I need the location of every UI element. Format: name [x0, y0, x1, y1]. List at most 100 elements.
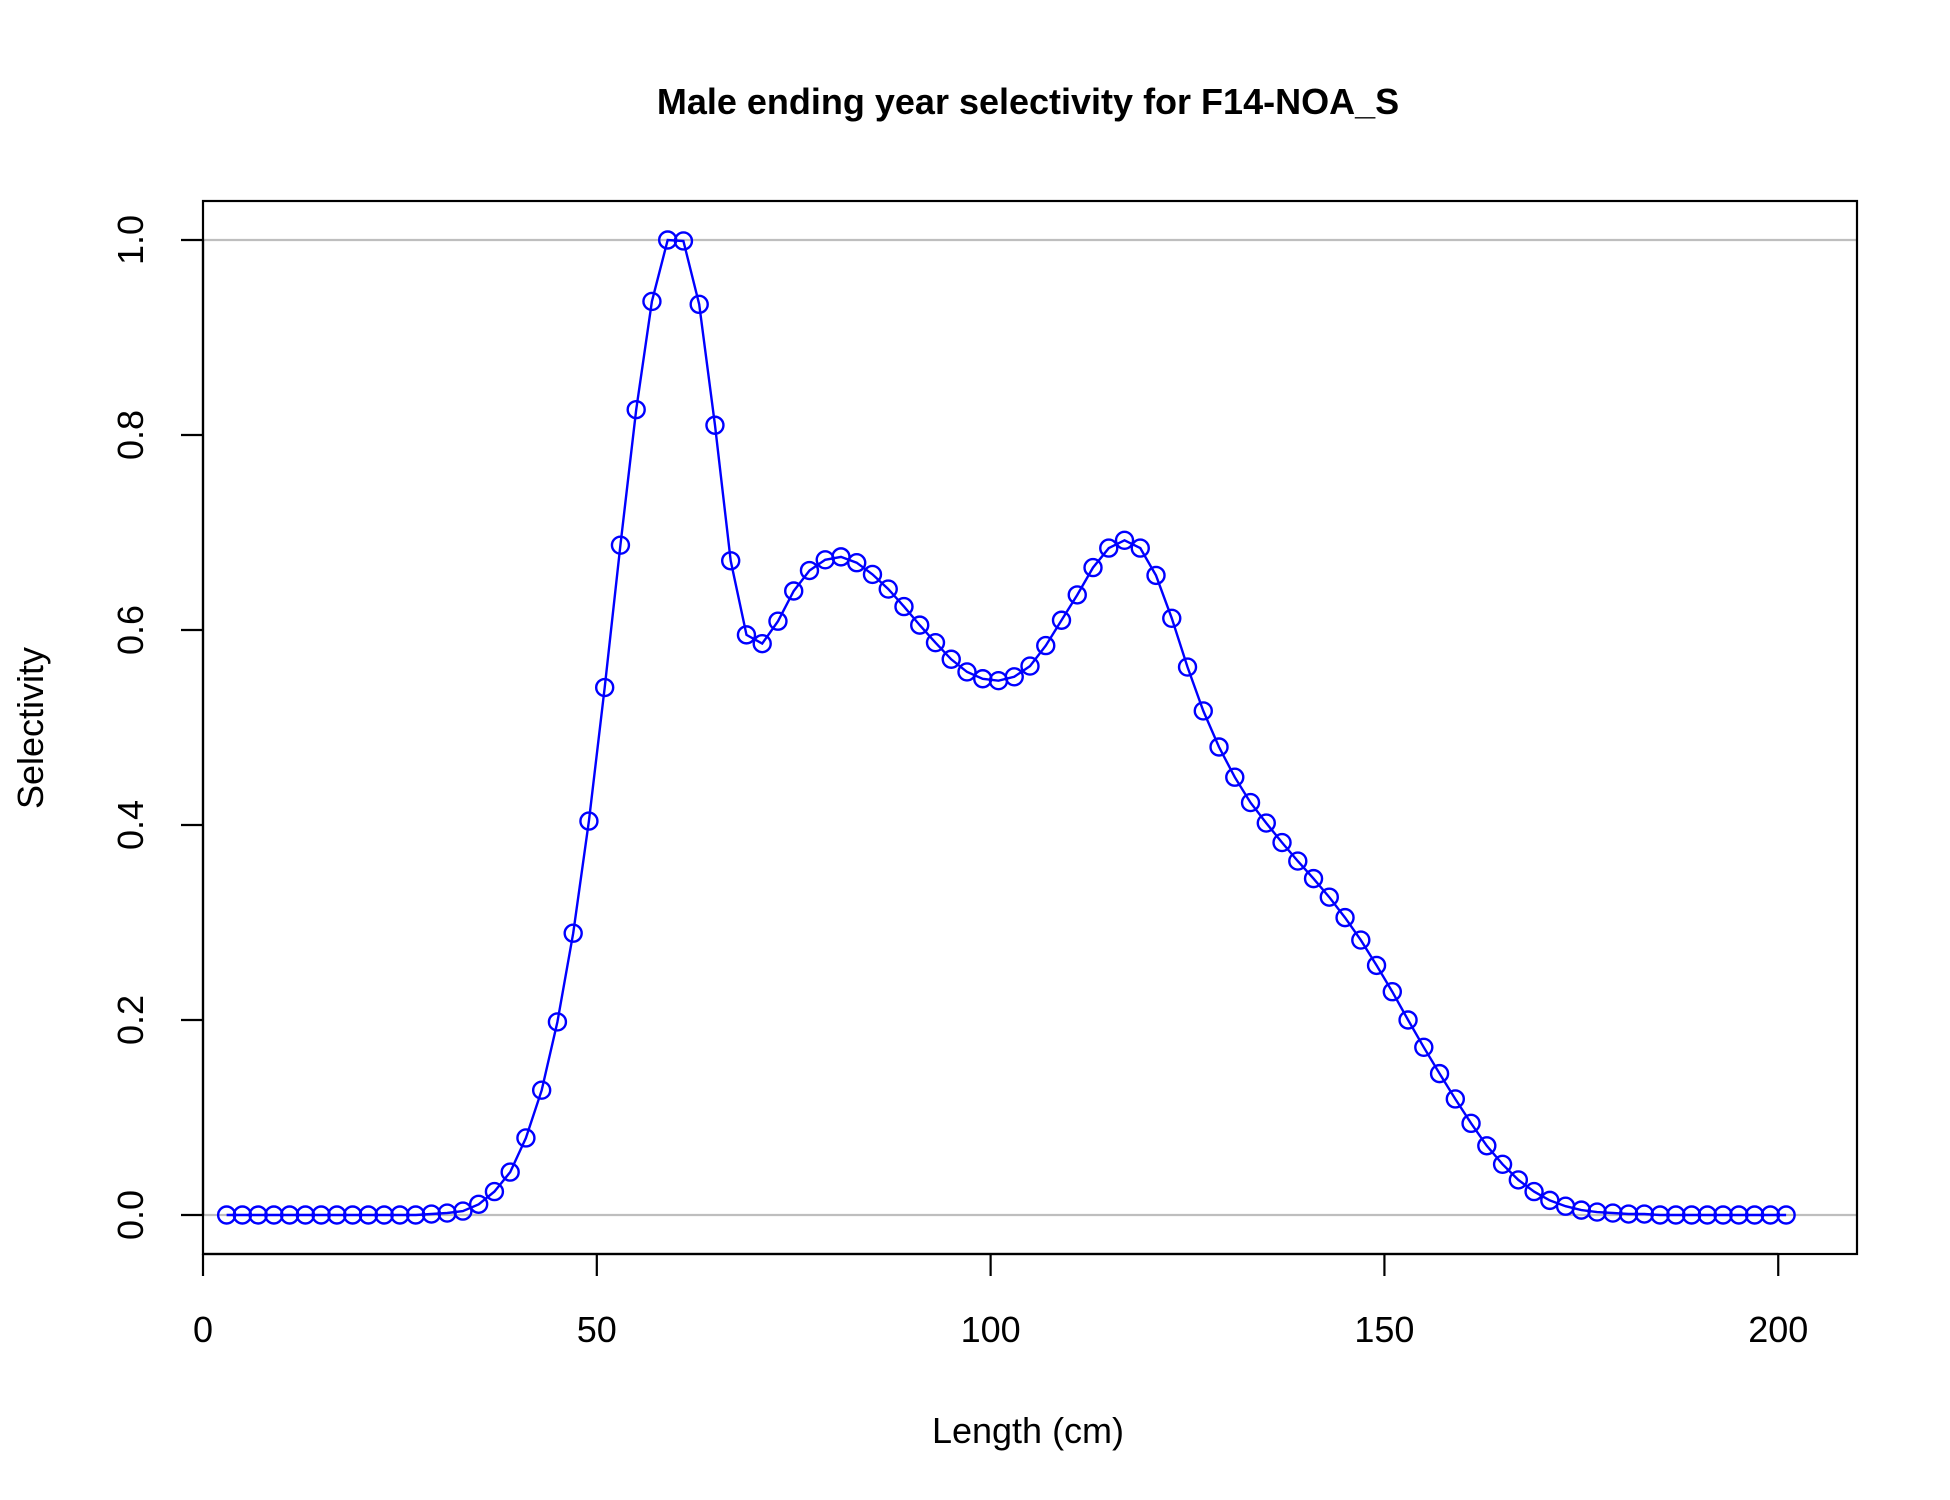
data-point	[1366, 955, 1387, 976]
data-point	[705, 415, 725, 435]
data-point	[752, 633, 772, 654]
data-point	[1760, 1205, 1781, 1225]
y-axis: 0.0 0.2 0.4 0.6 0.8 1.0	[110, 215, 205, 1240]
data-point	[1193, 701, 1213, 721]
data-point	[1697, 1205, 1718, 1225]
data-point	[453, 1201, 473, 1221]
y-tick-label: 0.0	[110, 1190, 151, 1240]
data-point	[721, 551, 741, 571]
data-point	[1162, 608, 1182, 628]
data-point	[1020, 656, 1040, 676]
data-point	[264, 1205, 284, 1225]
data-point	[516, 1128, 536, 1148]
data-point	[878, 579, 898, 599]
data-point	[1319, 887, 1339, 907]
data-point	[547, 1012, 568, 1032]
data-point	[1146, 565, 1166, 586]
x-axis-label: Length (cm)	[932, 1410, 1124, 1451]
data-point	[500, 1162, 520, 1182]
data-point	[1099, 538, 1119, 558]
data-point	[295, 1205, 316, 1225]
y-tick-label: 0.8	[110, 410, 151, 460]
data-point	[1681, 1205, 1702, 1225]
data-point	[1288, 851, 1308, 871]
data-point	[799, 560, 820, 581]
data-point	[862, 564, 883, 585]
data-point	[1051, 610, 1072, 630]
data-point	[847, 553, 867, 573]
data-point	[626, 399, 646, 420]
data-point	[1477, 1136, 1497, 1156]
reference-lines	[203, 238, 1857, 1217]
x-tick-label: 200	[1748, 1309, 1808, 1350]
plot-frame	[201, 199, 1859, 1256]
data-point	[390, 1205, 410, 1225]
data-point	[768, 611, 788, 631]
data-point	[1067, 585, 1087, 605]
data-point	[1177, 657, 1198, 677]
data-point	[1461, 1113, 1481, 1134]
data-point	[784, 581, 804, 601]
y-tick-label: 0.4	[110, 800, 151, 850]
x-tick-label: 150	[1354, 1309, 1414, 1350]
data-point	[673, 231, 694, 251]
y-tick-label: 1.0	[110, 215, 151, 265]
data-point	[1729, 1205, 1749, 1225]
x-axis: 0 50 100 150 200	[193, 1252, 1808, 1350]
data-point	[925, 632, 946, 653]
data-point	[216, 1205, 237, 1225]
data-point	[736, 625, 757, 645]
data-point	[894, 596, 914, 617]
data-point	[1083, 557, 1103, 578]
data-point	[484, 1181, 505, 1202]
data-point	[642, 291, 662, 312]
data-point	[1335, 907, 1355, 928]
data-point	[342, 1205, 363, 1225]
series-line	[226, 238, 1787, 1217]
data-point	[594, 677, 615, 698]
x-tick-label: 50	[577, 1309, 617, 1350]
data-point	[1272, 832, 1292, 853]
data-point	[1256, 813, 1276, 833]
data-point	[1004, 667, 1024, 687]
data-point	[1130, 538, 1150, 558]
x-tick-label: 100	[961, 1309, 1021, 1350]
data-point	[1776, 1205, 1796, 1225]
data-point	[468, 1194, 489, 1214]
data-point	[563, 923, 583, 943]
data-point	[374, 1205, 394, 1225]
data-point	[1398, 1010, 1418, 1030]
data-point	[1666, 1205, 1686, 1225]
data-point	[957, 662, 977, 682]
data-point	[1713, 1205, 1733, 1225]
data-point	[1524, 1181, 1544, 1202]
y-tick-label: 0.6	[110, 605, 151, 655]
x-tick-label: 0	[193, 1309, 213, 1350]
data-point	[1382, 982, 1403, 1002]
data-point	[1240, 792, 1261, 813]
data-point	[531, 1080, 552, 1100]
data-point	[1429, 1063, 1450, 1084]
data-point	[1508, 1170, 1529, 1190]
y-tick-label: 0.2	[110, 995, 151, 1045]
data-point	[1650, 1205, 1670, 1225]
data-point	[1225, 767, 1245, 787]
data-point	[1351, 930, 1371, 950]
data-point	[1414, 1037, 1434, 1058]
data-point	[232, 1205, 253, 1225]
data-point	[579, 811, 599, 831]
data-point	[1036, 635, 1056, 656]
data-point	[248, 1205, 268, 1225]
data-point	[1209, 737, 1229, 757]
data-point	[1303, 868, 1324, 889]
chart-title: Male ending year selectivity for F14-NOA…	[657, 81, 1399, 122]
y-axis-label: Selectivity	[10, 647, 51, 809]
data-point	[358, 1205, 379, 1225]
data-point	[1445, 1089, 1466, 1109]
data-point	[689, 294, 709, 315]
data-point	[311, 1205, 331, 1225]
data-point	[1744, 1205, 1765, 1225]
data-point	[610, 535, 631, 555]
data-point	[910, 615, 930, 635]
